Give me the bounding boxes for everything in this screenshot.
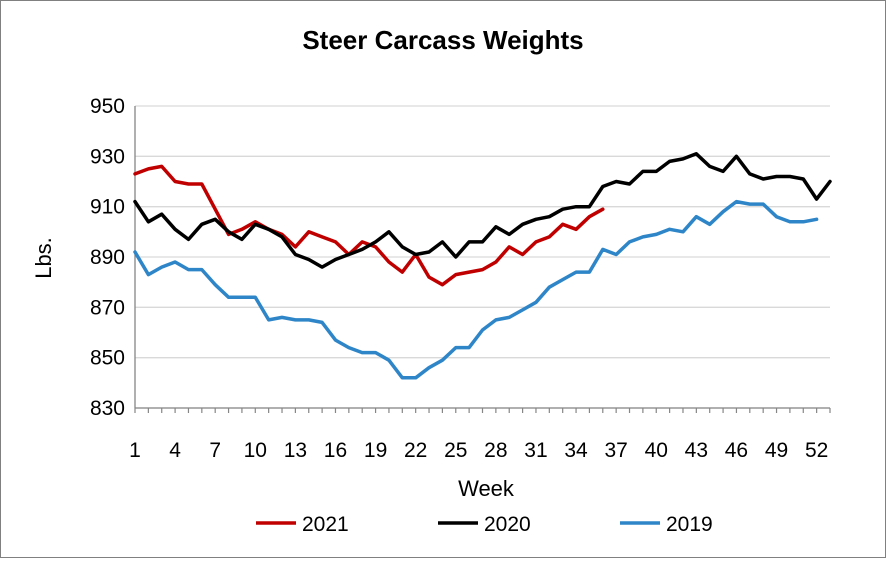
x-tick-13: 13 xyxy=(284,439,307,462)
series-line-2020 xyxy=(133,152,832,269)
y-axis-label: Lbs. xyxy=(31,237,56,279)
y-tick-930: 930 xyxy=(90,145,125,168)
x-tick-22: 22 xyxy=(404,439,427,462)
x-tick-1: 1 xyxy=(129,439,141,462)
y-tick-850: 850 xyxy=(90,347,125,370)
legend-label-2019: 2019 xyxy=(666,513,713,536)
y-tick-870: 870 xyxy=(90,296,125,319)
x-tick-10: 10 xyxy=(244,439,267,462)
x-tick-43: 43 xyxy=(685,439,708,462)
gridlines xyxy=(135,105,830,409)
y-tick-830: 830 xyxy=(90,397,125,420)
legend: 2021 2020 2019 xyxy=(256,513,713,536)
series-lines xyxy=(133,152,832,380)
y-tick-890: 890 xyxy=(90,246,125,269)
x-tick-labels: 1 4 7 10 13 16 19 22 25 28 31 34 37 40 43 46 49 52 xyxy=(129,439,828,462)
x-tick-25: 25 xyxy=(444,439,467,462)
x-tick-34: 34 xyxy=(564,439,588,462)
x-tick-40: 40 xyxy=(645,439,668,462)
series-line-2021 xyxy=(133,164,605,287)
y-tick-labels: 830 850 870 890 910 930 950 xyxy=(90,95,125,420)
x-tick-37: 37 xyxy=(604,439,627,462)
x-tick-52: 52 xyxy=(805,439,828,462)
x-tick-4: 4 xyxy=(169,439,181,462)
legend-label-2020: 2020 xyxy=(484,513,531,536)
chart-title: Steer Carcass Weights xyxy=(302,25,583,55)
x-tick-16: 16 xyxy=(324,439,347,462)
legend-label-2021: 2021 xyxy=(302,513,349,536)
x-tick-49: 49 xyxy=(765,439,788,462)
x-tick-19: 19 xyxy=(364,439,387,462)
y-tick-950: 950 xyxy=(90,95,125,118)
x-tick-31: 31 xyxy=(524,439,547,462)
axes xyxy=(134,106,831,413)
x-tick-28: 28 xyxy=(484,439,507,462)
x-tick-46: 46 xyxy=(725,439,748,462)
y-tick-910: 910 xyxy=(90,196,125,219)
x-axis-label: Week xyxy=(458,476,515,501)
series-line-2019 xyxy=(133,199,819,380)
x-tick-7: 7 xyxy=(209,439,221,462)
